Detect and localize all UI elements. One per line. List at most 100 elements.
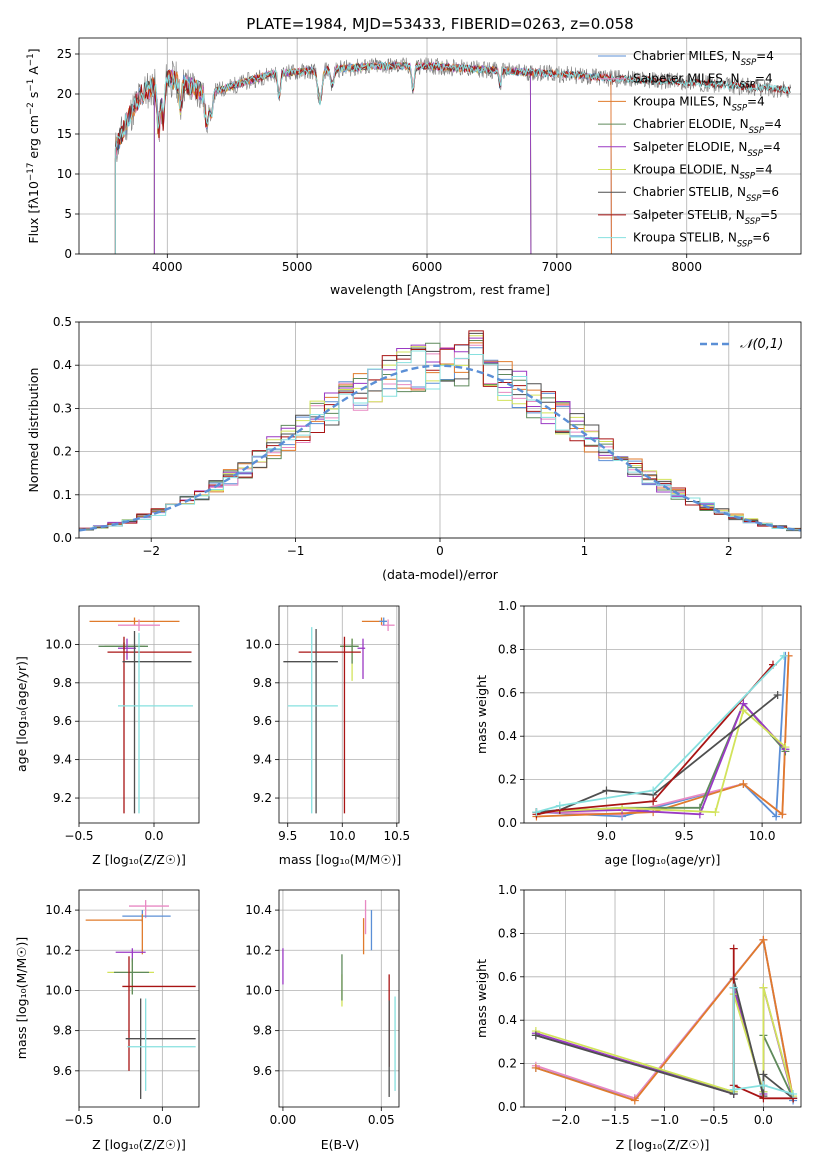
x-tick-label: 1 <box>581 544 589 558</box>
y-tick-label: 0.5 <box>53 315 72 329</box>
grid <box>279 890 399 1107</box>
y-tick-label: 0.8 <box>498 926 517 940</box>
data-point <box>129 900 169 919</box>
chart-mass-age: 9.5 10.0 10.5 9.2 9.4 9.6 9.8 10.0 mass [log₁₀(M… <box>245 605 410 867</box>
series-line <box>536 701 787 814</box>
y-tick-label: 9.8 <box>253 676 272 690</box>
y-tick-label: 9.6 <box>53 1064 72 1078</box>
y-tick-label: 9.2 <box>53 791 72 805</box>
marker <box>602 786 611 795</box>
x-tick-label: −2.0 <box>551 1113 580 1127</box>
chart-spectrum: 4000 5000 6000 7000 8000 0 5 10 15 20 25 PLATE=1984… <box>26 15 802 297</box>
marker <box>532 808 541 817</box>
data-point <box>357 638 366 679</box>
histogram-step <box>79 350 801 531</box>
data-point <box>118 619 160 631</box>
plot-area <box>531 935 798 1105</box>
y-tick-label: 0.1 <box>53 488 72 502</box>
grid <box>279 606 399 823</box>
y-tick-label: 9.6 <box>53 714 72 728</box>
x-tick-label: 4000 <box>152 260 183 274</box>
model-spectrum <box>153 60 532 254</box>
data-point <box>89 617 180 626</box>
y-tick-label: 9.6 <box>253 714 272 728</box>
legend: Chabrier MILES, NSSP=4 Salpeter MILES, NS… <box>598 49 782 249</box>
marker <box>711 808 720 817</box>
y-tick-label: 0.4 <box>53 358 72 372</box>
legend-label: Salpeter STELIB, NSSP=5 <box>633 208 778 226</box>
legend-label: Kroupa ELODIE, NSSP=4 <box>633 163 773 181</box>
x-tick-label: 0.00 <box>270 1113 297 1127</box>
series-line <box>536 708 787 814</box>
y-tick-label: 9.4 <box>53 753 72 767</box>
x-tick-label: −2 <box>142 544 160 558</box>
y-tick-label: 10.4 <box>245 903 272 917</box>
y-tick-label: 0.2 <box>498 773 517 787</box>
histogram-step <box>79 330 801 530</box>
marker <box>772 812 781 821</box>
marker <box>531 1031 540 1040</box>
y-tick-label: 10.0 <box>45 983 72 997</box>
y-tick-label: 0.8 <box>498 642 517 656</box>
data-point <box>85 914 143 955</box>
legend-label: Chabrier MILES, NSSP=4 <box>633 49 774 67</box>
x-axis-label: E(B-V) <box>321 1137 360 1152</box>
chart-ebv-mass: 0.00 0.05 9.6 9.8 10.0 10.2 10.4 E(B-V) <box>245 889 400 1152</box>
data-point <box>125 998 196 1099</box>
y-tick-label: 0.2 <box>53 445 72 459</box>
y-tick-label: 9.6 <box>253 1064 272 1078</box>
data-point <box>298 636 361 814</box>
chart-residuals: −2 −1 0 1 2 0.0 0.1 0.2 0.3 0.4 0.5 (data-model)/er… <box>26 315 802 582</box>
grid <box>78 890 199 1107</box>
axes-frame <box>278 889 400 1108</box>
y-tick-label: 25 <box>57 47 72 61</box>
marker <box>759 1094 768 1103</box>
data-point <box>283 629 338 814</box>
y-tick-label: 0.4 <box>498 729 517 743</box>
marker <box>729 944 738 953</box>
data-point <box>114 958 149 995</box>
x-tick-label: 0.0 <box>754 1113 773 1127</box>
y-axis-label: Flux [fλ10−17 erg cm−2 s−1 A−1] <box>26 48 41 243</box>
marker <box>555 801 564 810</box>
data-point <box>340 638 359 664</box>
y-tick-label: 1.0 <box>498 599 517 613</box>
data-point <box>118 632 193 814</box>
axes: 9.0 9.5 10.0 0.0 0.2 0.4 0.6 0.8 1.0 <box>498 599 802 843</box>
data-point <box>379 617 387 626</box>
x-tick-label: 10.5 <box>383 829 410 843</box>
series-line <box>536 663 774 816</box>
y-tick-label: 10.2 <box>45 943 72 957</box>
axes-frame <box>78 321 802 539</box>
y-tick-label: 9.8 <box>53 676 72 690</box>
data-point <box>98 642 148 651</box>
series-line <box>536 655 785 814</box>
data-point <box>127 998 196 1091</box>
data-point <box>122 630 192 814</box>
axes: −2 −1 0 1 2 0.0 0.1 0.2 0.3 0.4 0.5 <box>53 315 802 558</box>
series-line <box>536 701 787 816</box>
legend: 𝒩(0,1) <box>700 337 783 352</box>
y-tick-label: 9.8 <box>53 1024 72 1038</box>
plot-area <box>282 900 396 1097</box>
axes-frame <box>78 889 200 1108</box>
marker <box>773 690 782 699</box>
series-line <box>535 987 794 1097</box>
y-tick-label: 0.6 <box>498 970 517 984</box>
marker <box>759 935 768 944</box>
y-axis-label: age [log₁₀(age/yr)] <box>14 656 29 772</box>
x-tick-label: 0.05 <box>368 1113 395 1127</box>
y-tick-label: 9.4 <box>253 753 272 767</box>
x-tick-label: −1.5 <box>600 1113 629 1127</box>
chart-title: PLATE=1984, MJD=53433, FIBERID=0263, z=0… <box>246 15 633 33</box>
y-tick-label: 15 <box>57 127 72 141</box>
plot-area <box>114 57 792 254</box>
marker <box>739 779 748 788</box>
model-spectrum <box>114 61 791 254</box>
x-tick-label: 10.0 <box>329 829 356 843</box>
y-axis-label: Normed distribution <box>26 368 41 493</box>
chart-z-mass: −0.5 0.0 9.6 9.8 10.0 10.2 10.4 Z [log₁₀(Z/Z☉)]… <box>14 889 200 1152</box>
y-tick-label: 0.4 <box>498 1013 517 1027</box>
marker <box>781 743 790 752</box>
